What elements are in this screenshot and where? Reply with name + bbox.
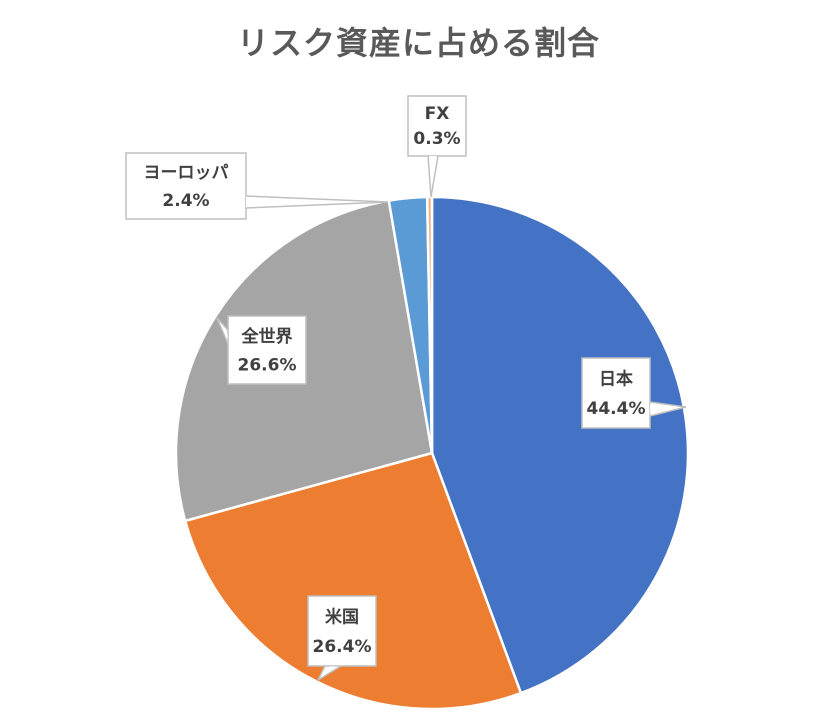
data-label-1: 日本 44.4% <box>581 357 687 429</box>
slice-label-name: ヨーロッパ <box>144 163 229 183</box>
data-label-2: 米国 26.4% <box>307 595 377 682</box>
callout-seam <box>650 402 652 416</box>
callout-seam <box>428 156 438 158</box>
slice-label-value: 26.4% <box>313 637 372 657</box>
slice-label-name: 全世界 <box>241 326 293 347</box>
slice-label-value: 44.4% <box>587 399 646 419</box>
slice-label-value: 0.3% <box>413 129 460 149</box>
pie-slices <box>174 195 690 710</box>
data-label-3: 全世界 26.6% <box>216 315 307 385</box>
slice-label-name: 米国 <box>325 607 359 628</box>
callout-box <box>307 595 377 667</box>
data-label-4: ヨーロッパ 2.4% <box>125 152 389 220</box>
slice-label-name: 日本 <box>599 369 633 390</box>
pie-slice-5 <box>425 195 434 455</box>
slice-label-value: 2.4% <box>162 191 209 211</box>
callout-box <box>581 357 651 429</box>
slice-label-name: FX <box>425 104 450 124</box>
slice-label-value: 26.6% <box>238 355 297 375</box>
data-label-5: FX 0.3% <box>407 95 467 198</box>
callout-box <box>125 152 247 220</box>
callout-box <box>227 315 307 385</box>
pie-slice-2 <box>183 451 523 710</box>
callout-pointer <box>427 155 439 198</box>
callout-seam <box>246 196 252 208</box>
data-label-callouts: 日本 44.4% 米国 26.4% 全世界 26.6% ヨーロッパ 2.4% FX 0.3% <box>125 95 687 682</box>
chart-title: リスク資産に占める割合 <box>236 24 600 62</box>
callout-seam <box>325 666 341 667</box>
